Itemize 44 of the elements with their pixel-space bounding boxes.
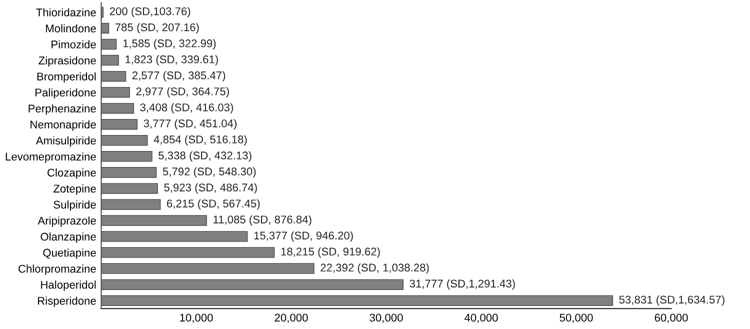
data-label: 1,585 (SD, 322.99) bbox=[123, 39, 216, 50]
data-label: 53,831 (SD,1,634.57) bbox=[619, 295, 724, 306]
data-label: 2,977 (SD, 364.75) bbox=[136, 87, 229, 98]
y-tick-label: Sulpiride bbox=[54, 200, 96, 211]
data-label: 18,215 (SD, 919.62) bbox=[281, 247, 380, 258]
y-tick-label: Amisulpiride bbox=[36, 136, 96, 147]
data-label: 5,338 (SD, 432.13) bbox=[158, 151, 252, 162]
data-label: 200 (SD,103.76) bbox=[110, 7, 190, 18]
x-tick-label: 60,000 bbox=[654, 314, 688, 323]
x-tick-label: 40,000 bbox=[464, 314, 498, 323]
x-tick-label: 50,000 bbox=[560, 314, 593, 323]
y-tick-label: Clozapine bbox=[48, 168, 96, 179]
data-label: 3,408 (SD, 416.03) bbox=[140, 103, 233, 114]
data-label: 6,215 (SD, 567.45) bbox=[167, 199, 260, 210]
y-tick-label: Bromperidol bbox=[37, 72, 96, 83]
x-tick-label: 30,000 bbox=[370, 314, 403, 323]
data-label: 1,823 (SD, 339.61) bbox=[126, 55, 218, 66]
y-tick-label: Thioridazine bbox=[36, 8, 96, 16]
y-tick-label: Zotepine bbox=[54, 184, 96, 195]
data-label: 15,377 (SD, 946.20) bbox=[254, 231, 353, 242]
data-label: 31,777 (SD,1,291.43) bbox=[410, 279, 515, 290]
data-label: 11,085 (SD, 876.84) bbox=[214, 215, 312, 226]
y-tick-label: Olanzapine bbox=[40, 232, 96, 243]
y-tick-label: Molindone bbox=[46, 24, 96, 32]
y-tick-label: Nemonapride bbox=[30, 120, 96, 131]
data-label: 4,854 (SD, 516.18) bbox=[154, 135, 247, 146]
data-label: 2,577 (SD, 385.47) bbox=[132, 71, 226, 82]
y-tick-label: Risperidone bbox=[38, 296, 96, 307]
data-label: 5,792 (SD, 548.30) bbox=[162, 167, 256, 178]
y-tick-label: Ziprasidone bbox=[38, 56, 96, 67]
y-tick-label: Quetiapine bbox=[43, 248, 96, 259]
x-tick-label: 10,000 bbox=[180, 314, 213, 323]
data-label: 22,392 (SD, 1,038.28) bbox=[320, 263, 429, 274]
y-tick-label: Perphenazine bbox=[28, 104, 96, 115]
y-tick-label: Haloperidol bbox=[41, 280, 96, 291]
data-label: 3,777 (SD, 451.04) bbox=[144, 119, 236, 130]
y-tick-label: Levomepromazine bbox=[6, 152, 96, 163]
y-tick-label: Aripiprazole bbox=[38, 216, 96, 227]
data-label: 5,923 (SD, 486.74) bbox=[164, 183, 257, 194]
x-tick-label: 20,000 bbox=[274, 314, 308, 323]
data-label: 785 (SD, 207.16) bbox=[115, 23, 199, 34]
y-tick-label: Pimozide bbox=[52, 40, 96, 48]
y-tick-label: Chlorpromazine bbox=[18, 264, 96, 275]
y-tick-label: Paliperidone bbox=[36, 88, 96, 99]
